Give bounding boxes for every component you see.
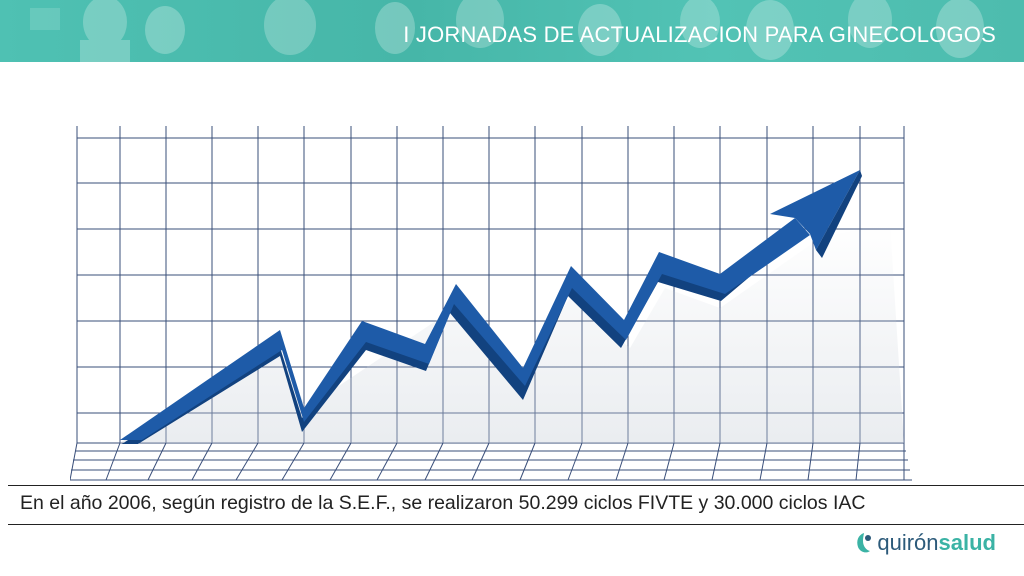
trend-arrow: [120, 170, 862, 444]
header-photo-banner: [30, 0, 984, 62]
logo-mark-icon: [857, 533, 872, 553]
slide-title: I JORNADAS DE ACTUALIZACION PARA GINECOL…: [403, 22, 996, 47]
logo-word-quiron: quirón: [877, 530, 939, 555]
slide-caption: En el año 2006, según registro de la S.E…: [20, 492, 866, 514]
caption-band: En el año 2006, según registro de la S.E…: [8, 485, 1024, 525]
logo-word-salud: salud: [938, 530, 996, 555]
rising-trend-arrow-icon: [69, 126, 912, 481]
grid-floor: [69, 442, 912, 481]
quironsalud-logo: quirón salud: [854, 528, 996, 558]
slide-header: I JORNADAS DE ACTUALIZACION PARA GINECOL…: [0, 0, 1024, 62]
trend-illustration: [69, 118, 920, 483]
